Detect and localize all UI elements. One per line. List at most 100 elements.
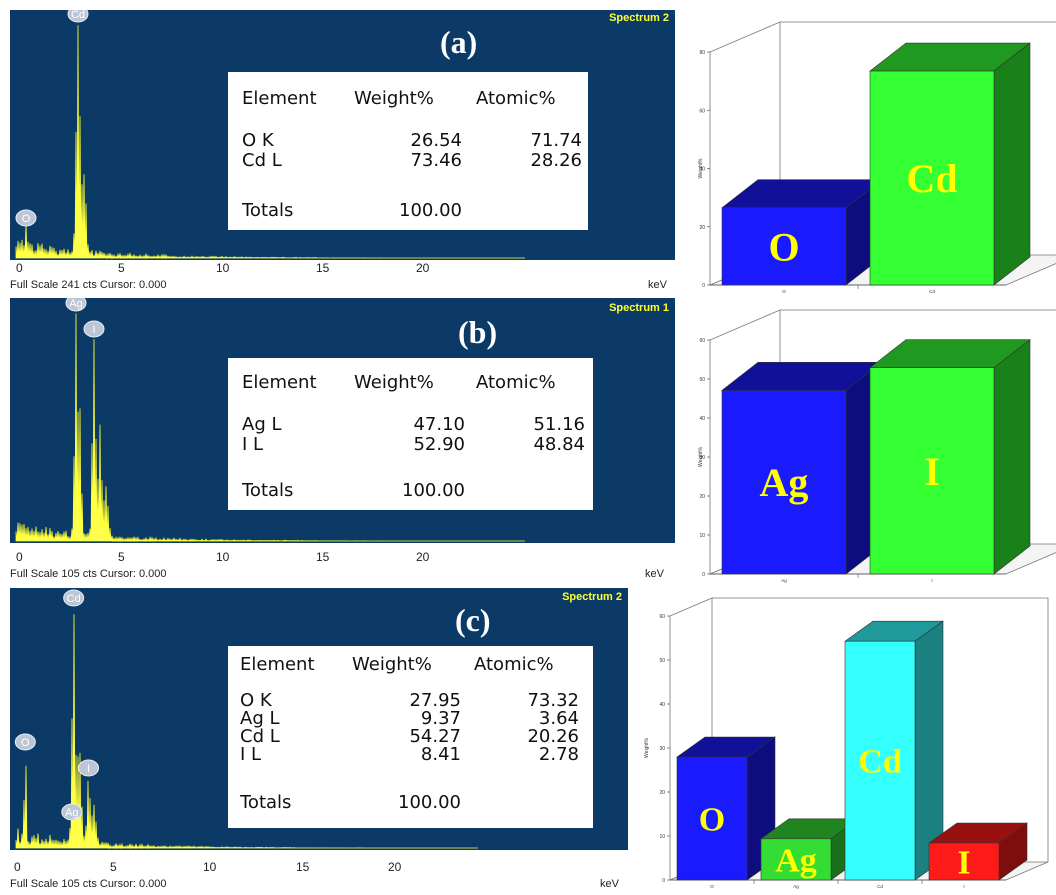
table-total-label: Totals (240, 792, 292, 813)
y-tick-label: 10 (699, 533, 705, 539)
bar-cd (869, 42, 1031, 286)
bar-o (676, 736, 776, 881)
table-cell-element: I L (242, 434, 264, 455)
bar-o (721, 179, 883, 286)
table-cell-atomic: 2.78 (538, 744, 579, 765)
spectrum-plot-area: Ag I Spectrum 1 (b) Element Weight% Atomi… (10, 298, 675, 543)
table-cell-element: Cd L (240, 726, 280, 747)
table-header-weight: Weight% (354, 372, 434, 393)
peak-marker: O (15, 209, 37, 227)
y-tick-label: 50 (659, 658, 665, 664)
element-table: Element Weight% Atomic% Ag L 47.10 51.16… (228, 358, 593, 510)
spectrum-panel-b: Ag I Spectrum 1 (b) Element Weight% Atomi… (0, 298, 680, 588)
x-tick: 10 (216, 550, 230, 564)
peak-marker: Ag (61, 803, 83, 821)
spectrum-plot-area: Cd O Spectrum 2 (a) Element Weight% Atomi… (10, 10, 675, 260)
panel-letter: (c) (455, 602, 491, 638)
table-header-atomic: Atomic% (474, 654, 554, 675)
x-tick-label: Cd (929, 289, 935, 294)
bar-label: O (768, 224, 799, 269)
y-tick-label: 20 (659, 790, 665, 796)
peak-marker: Ag (65, 298, 87, 312)
peak-marker: Cd (67, 10, 89, 23)
x-tick: 5 (118, 550, 125, 564)
svg-text:Cd: Cd (67, 593, 81, 605)
table-cell-weight: 73.46 (410, 150, 462, 171)
y-axis-label: Weight% (698, 446, 704, 466)
table-cell-element: O K (240, 690, 272, 711)
bar-label: Ag (760, 460, 809, 505)
x-tick-label: Cd (877, 884, 883, 889)
y-tick-label: 30 (699, 455, 705, 461)
panel-letter: (b) (458, 314, 498, 350)
x-tick: 10 (216, 261, 230, 275)
table-total-value: 100.00 (402, 480, 465, 501)
svg-text:I: I (87, 763, 90, 775)
y-tick-label: 0 (662, 878, 665, 884)
table-cell-weight: 54.27 (409, 726, 461, 747)
y-tick-label: 80 (699, 50, 705, 56)
svg-text:Cd: Cd (71, 10, 85, 21)
y-tick-label: 40 (659, 702, 665, 708)
x-tick-label: O (710, 884, 714, 889)
table-cell-atomic: 48.84 (533, 434, 585, 455)
table-cell-atomic: 51.16 (533, 414, 585, 435)
peak-marker: O (14, 733, 36, 751)
element-table: Element Weight% Atomic% O K 27.95 73.32 … (228, 646, 593, 828)
bar-label: Cd (906, 156, 957, 201)
panel-letter: (a) (440, 24, 478, 60)
peak-marker: I (78, 759, 100, 777)
table-cell-atomic: 73.32 (527, 690, 579, 711)
bar-label: I (924, 449, 940, 494)
x-tick: 15 (316, 261, 330, 275)
x-tick: 10 (203, 860, 217, 874)
bar-label: Ag (775, 842, 817, 879)
x-tick: 20 (416, 261, 430, 275)
y-tick-label: 40 (699, 167, 705, 173)
svg-text:I: I (92, 324, 95, 336)
bar-i (869, 339, 1031, 575)
spectrum-panel-c: Cd Ag O I Spectrum 2 (c) Element Weight% At… (0, 588, 640, 895)
kev-label: keV (645, 568, 664, 580)
table-header-weight: Weight% (354, 88, 434, 109)
y-tick-label: 30 (659, 746, 665, 752)
svg-text:Ag: Ag (69, 298, 82, 310)
peak-marker: Cd (63, 589, 85, 607)
x-tick: 5 (118, 261, 125, 275)
y-tick-label: 60 (699, 338, 705, 344)
table-cell-weight: 8.41 (420, 744, 461, 765)
spectrum-panel-a: Cd O Spectrum 2 (a) Element Weight% Atomi… (0, 0, 680, 295)
svg-text:O: O (21, 737, 30, 749)
table-cell-weight: 52.90 (413, 434, 465, 455)
table-cell-element: I L (240, 744, 262, 765)
table-cell-atomic: 28.26 (530, 150, 582, 171)
y-tick-label: 20 (699, 494, 705, 500)
bar-i (928, 822, 1028, 881)
x-tick-label: I (931, 578, 932, 583)
table-cell-atomic: 71.74 (530, 130, 582, 151)
spectrum-trace: Ag I (15, 298, 525, 543)
bar-label: I (957, 844, 970, 881)
y-tick-label: 50 (699, 377, 705, 383)
table-cell-element: O K (242, 130, 274, 151)
x-tick: 15 (296, 860, 310, 874)
y-tick-label: 60 (659, 614, 665, 620)
bar-cd (844, 620, 944, 881)
spectrum-trace: Cd O (15, 10, 525, 260)
y-axis-label: Weight% (644, 737, 650, 757)
svg-text:Ag: Ag (65, 807, 78, 819)
y-axis-label: Weight% (698, 158, 704, 178)
x-tick-label: O (782, 289, 786, 294)
weight-bar-chart-b: 0 10 20 30 40 50 60 Weight% Ag Ag I I (698, 309, 1056, 583)
table-header-element: Element (242, 372, 317, 393)
y-tick-label: 0 (702, 283, 705, 289)
x-tick: 0 (16, 550, 23, 564)
peak-marker: I (83, 320, 105, 338)
table-cell-element: Cd L (242, 150, 282, 171)
table-cell-weight: 27.95 (409, 690, 461, 711)
bar-label: Cd (858, 744, 902, 781)
spectrum-name: Spectrum 2 (562, 591, 622, 603)
spectrum-name: Spectrum 2 (609, 12, 669, 24)
weight-bar-chart-a: 0 20 40 60 80 Weight% O O Cd Cd (698, 21, 1056, 294)
x-tick: 5 (110, 860, 117, 874)
